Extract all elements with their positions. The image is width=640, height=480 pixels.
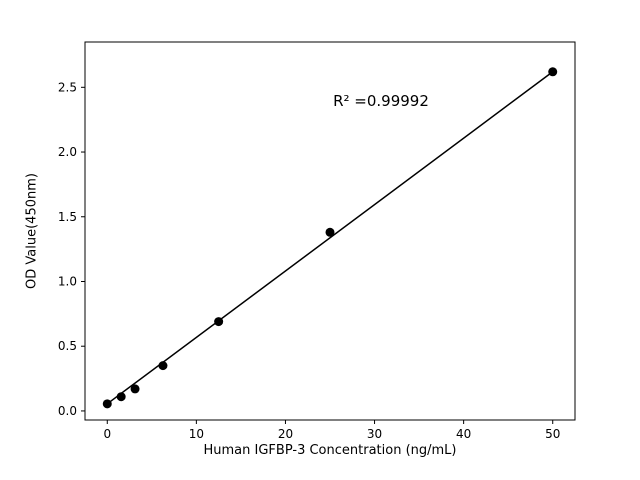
- y-tick-label: 0.5: [58, 339, 77, 353]
- y-axis-label: OD Value(450nm): [24, 173, 40, 289]
- x-tick-label: 10: [189, 427, 204, 441]
- data-point: [325, 227, 335, 237]
- axes-spines: [84, 41, 576, 421]
- x-tick-label: 50: [545, 427, 560, 441]
- x-tick-label: 30: [367, 427, 382, 441]
- data-point: [214, 317, 224, 327]
- fit-line: [106, 71, 554, 405]
- data-point: [130, 384, 140, 394]
- x-tick-label: 0: [103, 427, 111, 441]
- y-tick-label: 1.5: [58, 210, 77, 224]
- data-point: [158, 361, 168, 371]
- data-point: [116, 392, 126, 402]
- x-tick-label: 40: [456, 427, 471, 441]
- y-tick-label: 2.5: [58, 80, 77, 94]
- data-point: [102, 399, 112, 409]
- y-tick-label: 1.0: [58, 274, 77, 288]
- x-tick-label: 20: [278, 427, 293, 441]
- r-squared-annotation: R² =0.99992: [333, 92, 429, 110]
- x-axis-label: Human IGFBP-3 Concentration (ng/mL): [203, 443, 457, 458]
- y-tick-label: 2.0: [58, 145, 77, 159]
- data-point: [548, 67, 558, 77]
- y-tick-label: 0.0: [58, 404, 77, 418]
